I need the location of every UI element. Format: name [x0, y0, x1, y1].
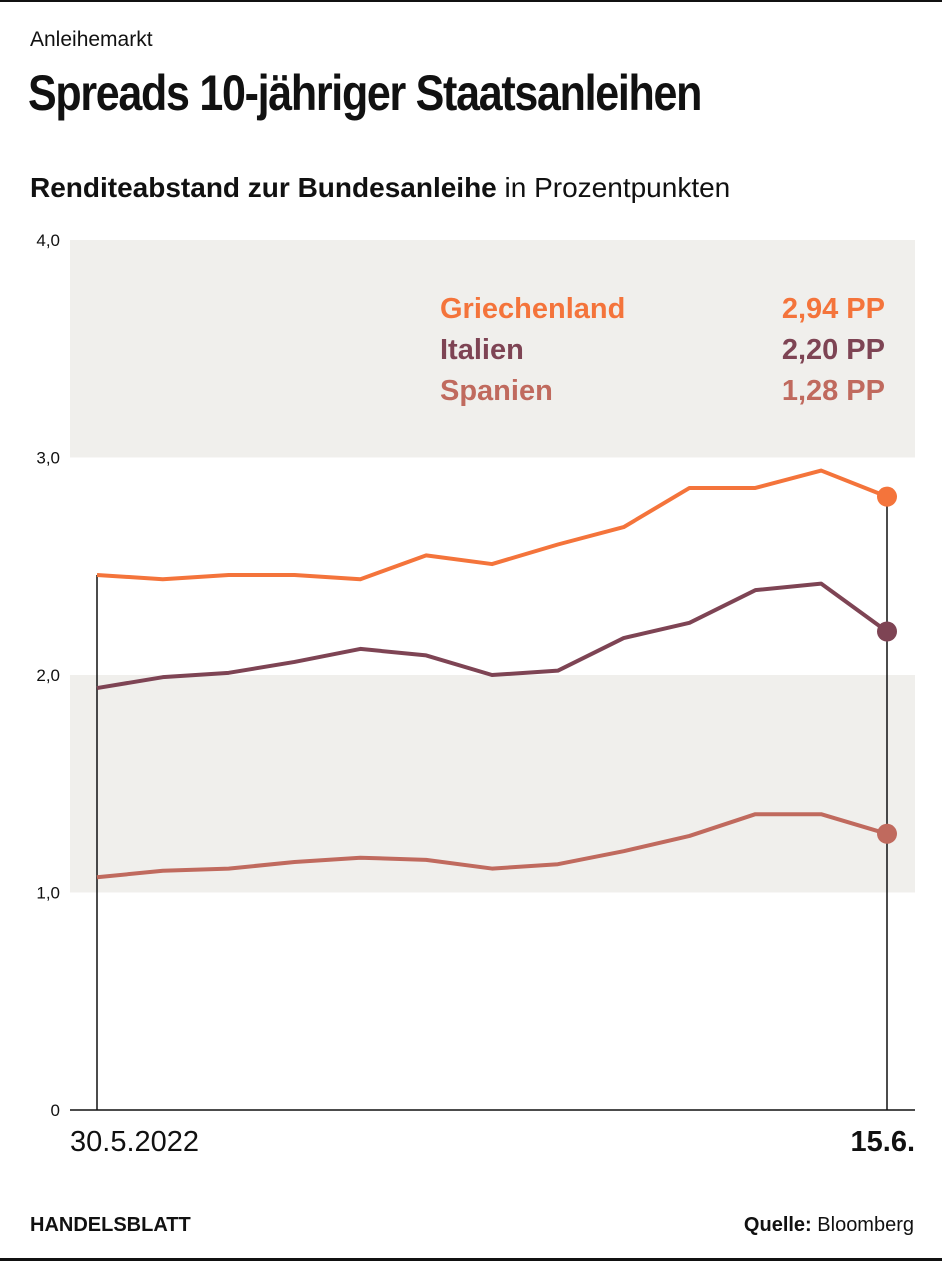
- top-rule: [0, 0, 942, 2]
- grid-band: [70, 240, 915, 458]
- series-line-spanien: [96, 812, 888, 880]
- series-end-point-griechenland: [877, 486, 897, 507]
- legend-value: 2,94 PP: [782, 293, 885, 325]
- series-end-point-spanien: [877, 823, 897, 844]
- subtitle-unit: in Prozentpunkten: [504, 172, 731, 203]
- kicker: Anleihemarkt: [30, 28, 153, 51]
- series-end-point-italien: [877, 621, 897, 642]
- x-tick-start: 30.5.2022: [70, 1126, 199, 1158]
- y-tick-label: 1,0: [36, 884, 60, 903]
- x-tick-end: 15.6.: [851, 1126, 916, 1158]
- y-tick-label: 3,0: [36, 449, 60, 468]
- legend-value: 2,20 PP: [782, 334, 885, 366]
- grid-band: [70, 675, 915, 893]
- legend-name: Griechenland: [440, 293, 625, 325]
- series-line-italien: [96, 581, 889, 691]
- bottom-rule: [0, 1258, 942, 1261]
- legend-name: Spanien: [440, 375, 553, 407]
- source-name: Bloomberg: [817, 1214, 914, 1236]
- y-tick-label: 0: [51, 1101, 60, 1120]
- series-line-griechenland: [96, 468, 888, 582]
- brand-logo: HANDELSBLATT: [30, 1214, 191, 1236]
- source-label: Quelle:: [743, 1214, 812, 1236]
- y-tick-label: 4,0: [36, 231, 60, 250]
- chart-subtitle: Renditeabstand zur Bundesanleihe in Proz…: [30, 172, 730, 204]
- y-tick-label: 2,0: [36, 666, 60, 685]
- subtitle-bold: Renditeabstand zur Bundesanleihe: [30, 172, 497, 203]
- chart-title: Spreads 10-jähriger Staatsanleihen: [28, 65, 702, 121]
- legend-name: Italien: [440, 334, 524, 366]
- source-note: Quelle: Bloomberg: [744, 1214, 914, 1237]
- legend-value: 1,28 PP: [782, 375, 885, 407]
